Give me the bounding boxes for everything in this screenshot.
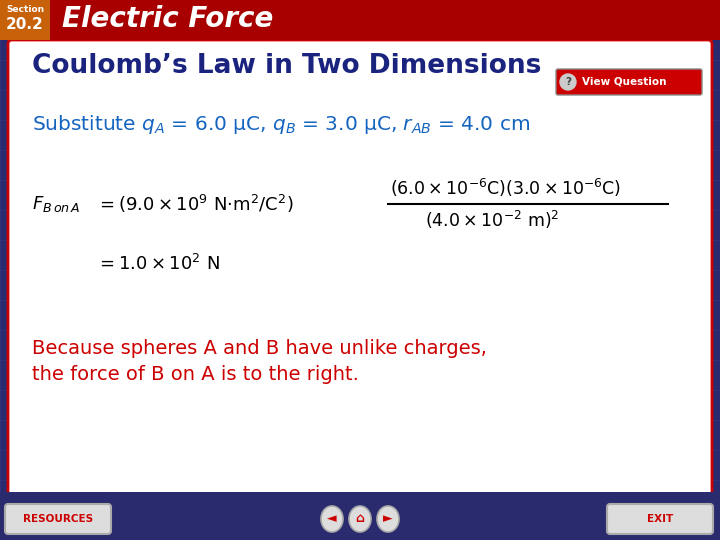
Text: ?: ? [565,77,571,87]
Text: View Question: View Question [582,77,667,87]
Text: $(4.0\times10^{-2}\ \mathrm{m})^2$: $(4.0\times10^{-2}\ \mathrm{m})^2$ [425,209,559,231]
FancyBboxPatch shape [0,0,50,40]
Ellipse shape [377,506,399,532]
FancyBboxPatch shape [5,504,111,534]
FancyBboxPatch shape [8,40,712,496]
Text: ◄: ◄ [327,512,337,525]
Text: $=1.0\times10^{2}\ \mathrm{N}$: $=1.0\times10^{2}\ \mathrm{N}$ [96,254,220,274]
FancyBboxPatch shape [556,69,702,95]
FancyBboxPatch shape [607,504,713,534]
Ellipse shape [349,506,371,532]
Text: ►: ► [383,512,393,525]
Text: EXIT: EXIT [647,514,673,524]
Text: the force of B on A is to the right.: the force of B on A is to the right. [32,366,359,384]
Text: Coulomb’s Law in Two Dimensions: Coulomb’s Law in Two Dimensions [32,53,541,79]
Text: ⌂: ⌂ [356,512,364,525]
FancyBboxPatch shape [0,492,720,540]
Text: Electric Force: Electric Force [62,5,274,33]
Text: $(6.0\times10^{-6}\mathrm{C})(3.0\times10^{-6}\mathrm{C})$: $(6.0\times10^{-6}\mathrm{C})(3.0\times1… [390,177,621,199]
FancyBboxPatch shape [0,0,720,40]
Text: 20.2: 20.2 [6,17,44,32]
Text: Substitute $q_A$ = 6.0 μC, $q_B$ = 3.0 μC, $r_{AB}$ = 4.0 cm: Substitute $q_A$ = 6.0 μC, $q_B$ = 3.0 μ… [32,113,530,137]
Text: Because spheres A and B have unlike charges,: Because spheres A and B have unlike char… [32,339,487,357]
Circle shape [560,74,576,90]
Ellipse shape [321,506,343,532]
Text: RESOURCES: RESOURCES [23,514,93,524]
Text: Section: Section [6,5,44,14]
Text: $= (9.0\times10^{9}\ \mathrm{N{\cdot}m^2/C^2})$: $= (9.0\times10^{9}\ \mathrm{N{\cdot}m^2… [96,193,294,215]
Text: $F_{\mathregular{B\,on\,A}}$: $F_{\mathregular{B\,on\,A}}$ [32,194,81,214]
